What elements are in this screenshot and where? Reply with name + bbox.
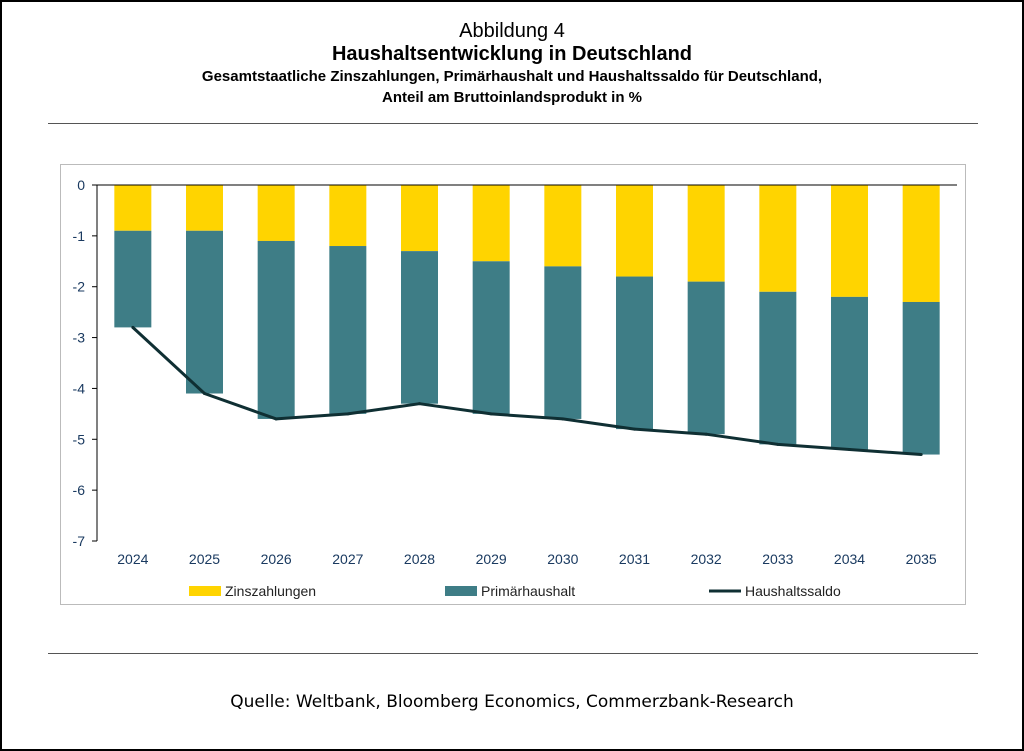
x-tick-label: 2025: [189, 551, 220, 567]
legend-label: Haushaltssaldo: [745, 583, 841, 599]
bar-primaerhaushalt: [114, 230, 152, 328]
bar-zinszahlungen: [329, 185, 367, 247]
chart-frame: 0 -1 -2 -3 -4 -5 -6 -7 2024 2025 2026 2027 2028 2029 2…: [60, 164, 966, 605]
chart-subtitle-line2: Anteil am Bruttoinlandsprodukt in %: [381, 89, 642, 106]
x-tick-label: 2026: [261, 551, 292, 567]
line-haushaltssaldo: [131, 326, 922, 456]
bar-zinszahlungen: [257, 185, 295, 241]
legend-swatch: [445, 586, 477, 596]
y-tick-label: -6: [73, 482, 86, 498]
bar-primaerhaushalt: [257, 240, 295, 419]
bar-primaerhaushalt: [401, 251, 438, 404]
point-haushaltssaldo: [489, 412, 493, 416]
bar-primaerhaushalt: [616, 276, 653, 430]
bar-zinszahlungen: [544, 185, 582, 267]
x-tick-label: 2033: [762, 551, 793, 567]
bar-primaerhaushalt: [544, 266, 582, 419]
point-haushaltssaldo: [203, 392, 206, 396]
y-tick-label: 0: [77, 177, 85, 193]
x-tick-label: 2028: [404, 551, 435, 567]
y-tick-label: -2: [73, 279, 86, 295]
x-tick-label: 2027: [332, 551, 363, 567]
legend-label: Primärhaushalt: [481, 583, 575, 599]
legend-label: Zinszahlungen: [225, 583, 316, 599]
point-haushaltssaldo: [848, 447, 851, 451]
bottom-divider: [48, 653, 978, 654]
y-tick-label: -5: [73, 431, 86, 447]
x-tick-label: 2029: [476, 551, 507, 567]
bar-zinszahlungen: [759, 185, 797, 292]
x-tick-label: 2035: [906, 551, 937, 567]
point-haushaltssaldo: [919, 453, 923, 457]
bar-zinszahlungen: [186, 185, 223, 231]
top-divider: [48, 123, 978, 124]
bar-primaerhaushalt: [687, 281, 725, 435]
bar-primaerhaushalt: [759, 291, 797, 445]
point-haushaltssaldo: [633, 427, 636, 431]
point-haushaltssaldo: [274, 417, 278, 421]
point-haushaltssaldo: [131, 325, 135, 329]
bar-primaerhaushalt: [472, 261, 510, 414]
figure-header: Abbildung 4 Haushaltsentwicklung in Deut…: [2, 20, 1022, 108]
chart-canvas: 0 -1 -2 -3 -4 -5 -6 -7 2024 2025 2026 2027 2028 2029 2…: [73, 177, 957, 599]
point-haushaltssaldo: [704, 432, 708, 436]
y-tick-label: -3: [73, 330, 86, 346]
bar-zinszahlungen: [114, 185, 152, 231]
figure-label: Abbildung 4: [459, 20, 565, 42]
x-tick-label: 2032: [691, 551, 722, 567]
bar-zinszahlungen: [401, 185, 438, 252]
bar-zinszahlungen: [472, 185, 510, 262]
point-haushaltssaldo: [561, 417, 565, 421]
chart-title: Haushaltsentwicklung in Deutschland: [331, 43, 693, 65]
y-tick-label: -7: [73, 533, 86, 549]
legend-swatch: [189, 586, 221, 596]
y-tick-label: -4: [73, 380, 86, 396]
bar-primaerhaushalt: [831, 296, 868, 450]
bar-zinszahlungen: [831, 185, 868, 297]
source-note: Quelle: Weltbank, Bloomberg Economics, C…: [230, 692, 794, 712]
bar-zinszahlungen: [687, 185, 725, 282]
y-tick-label: -1: [73, 228, 86, 244]
x-tick-label: 2034: [834, 551, 865, 567]
chart-subtitle-line1: Gesamtstaatliche Zinszahlungen, Primärha…: [201, 68, 823, 85]
x-tick-label: 2024: [117, 551, 148, 567]
x-tick-label: 2030: [547, 551, 578, 567]
point-haushaltssaldo: [776, 442, 780, 446]
bar-zinszahlungen: [902, 185, 940, 302]
point-haushaltssaldo: [346, 412, 350, 416]
bar-primaerhaushalt: [186, 230, 223, 394]
bar-zinszahlungen: [616, 185, 653, 277]
bar-primaerhaushalt: [902, 301, 940, 455]
point-haushaltssaldo: [418, 402, 421, 406]
x-tick-label: 2031: [619, 551, 650, 567]
bar-primaerhaushalt: [329, 246, 367, 414]
